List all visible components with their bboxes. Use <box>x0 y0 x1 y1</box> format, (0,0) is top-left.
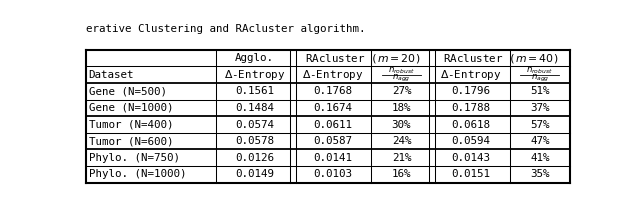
Text: erative Clustering and RAcluster algorithm.: erative Clustering and RAcluster algorit… <box>86 24 365 34</box>
Text: 0.0143: 0.0143 <box>451 153 490 163</box>
Text: Tumor (N=600): Tumor (N=600) <box>89 136 173 146</box>
Text: 0.0103: 0.0103 <box>313 169 352 180</box>
Text: 51%: 51% <box>530 86 550 96</box>
Text: Phylo. (N=750): Phylo. (N=750) <box>89 153 180 163</box>
Text: 37%: 37% <box>530 103 550 113</box>
Text: 0.0126: 0.0126 <box>235 153 274 163</box>
Text: 21%: 21% <box>392 153 412 163</box>
Text: 0.1788: 0.1788 <box>451 103 490 113</box>
Text: 30%: 30% <box>392 120 412 130</box>
Text: Gene (N=1000): Gene (N=1000) <box>89 103 173 113</box>
Text: 0.0611: 0.0611 <box>313 120 352 130</box>
Text: $n_{agg}$: $n_{agg}$ <box>392 73 411 84</box>
Text: RAcluster ($m = 40$): RAcluster ($m = 40$) <box>443 52 559 65</box>
Text: 0.0574: 0.0574 <box>235 120 274 130</box>
Text: $n_{robust}$: $n_{robust}$ <box>388 65 415 76</box>
Text: Dataset: Dataset <box>88 70 134 80</box>
Text: 0.0587: 0.0587 <box>313 136 352 146</box>
Text: $\Delta$-Entropy: $\Delta$-Entropy <box>301 68 363 82</box>
Text: $n_{robust}$: $n_{robust}$ <box>526 65 554 76</box>
Text: $n_{agg}$: $n_{agg}$ <box>531 73 549 84</box>
Text: 0.1674: 0.1674 <box>313 103 352 113</box>
Text: 47%: 47% <box>530 136 550 146</box>
Text: Gene (N=500): Gene (N=500) <box>89 86 167 96</box>
Text: 0.0141: 0.0141 <box>313 153 352 163</box>
Text: 0.1484: 0.1484 <box>235 103 274 113</box>
Text: 41%: 41% <box>530 153 550 163</box>
Text: 0.0578: 0.0578 <box>235 136 274 146</box>
Text: RAcluster ($m = 20$): RAcluster ($m = 20$) <box>305 52 420 65</box>
Text: Agglo.: Agglo. <box>235 53 274 63</box>
Text: 0.1561: 0.1561 <box>235 86 274 96</box>
Text: 35%: 35% <box>530 169 550 180</box>
Text: Tumor (N=400): Tumor (N=400) <box>89 120 173 130</box>
Text: 0.1796: 0.1796 <box>451 86 490 96</box>
Text: $\Delta$-Entropy: $\Delta$-Entropy <box>224 68 285 82</box>
Text: 18%: 18% <box>392 103 412 113</box>
Text: 0.0618: 0.0618 <box>451 120 490 130</box>
Text: $\Delta$-Entropy: $\Delta$-Entropy <box>440 68 501 82</box>
Text: 16%: 16% <box>392 169 412 180</box>
Text: 57%: 57% <box>530 120 550 130</box>
Text: 27%: 27% <box>392 86 412 96</box>
Text: 0.0151: 0.0151 <box>451 169 490 180</box>
Text: Phylo. (N=1000): Phylo. (N=1000) <box>89 169 186 180</box>
Text: 0.0149: 0.0149 <box>235 169 274 180</box>
Text: 0.1768: 0.1768 <box>313 86 352 96</box>
Text: 0.0594: 0.0594 <box>451 136 490 146</box>
Text: 24%: 24% <box>392 136 412 146</box>
